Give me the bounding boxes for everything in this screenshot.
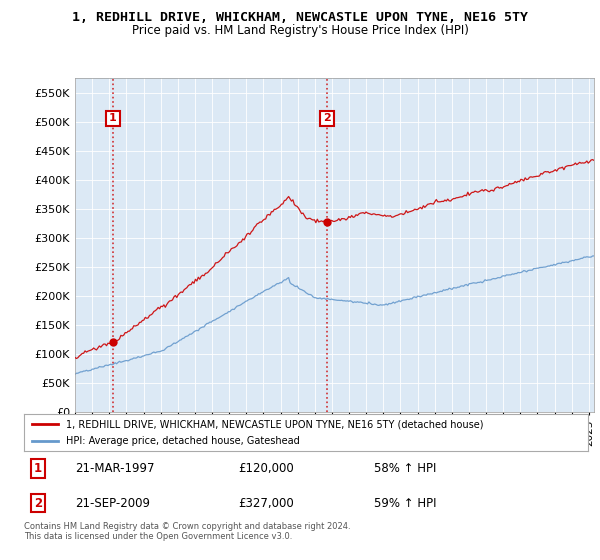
Text: £327,000: £327,000	[238, 497, 294, 510]
Text: 1: 1	[34, 462, 42, 475]
Text: 1, REDHILL DRIVE, WHICKHAM, NEWCASTLE UPON TYNE, NE16 5TY: 1, REDHILL DRIVE, WHICKHAM, NEWCASTLE UP…	[72, 11, 528, 24]
Text: 2: 2	[323, 113, 331, 123]
Text: 59% ↑ HPI: 59% ↑ HPI	[374, 497, 436, 510]
Text: 21-SEP-2009: 21-SEP-2009	[75, 497, 150, 510]
Text: HPI: Average price, detached house, Gateshead: HPI: Average price, detached house, Gate…	[66, 436, 300, 446]
Text: 21-MAR-1997: 21-MAR-1997	[75, 462, 154, 475]
Text: 2: 2	[34, 497, 42, 510]
Text: Price paid vs. HM Land Registry's House Price Index (HPI): Price paid vs. HM Land Registry's House …	[131, 24, 469, 36]
Text: 1: 1	[109, 113, 117, 123]
Text: Contains HM Land Registry data © Crown copyright and database right 2024.
This d: Contains HM Land Registry data © Crown c…	[24, 522, 350, 542]
Text: 58% ↑ HPI: 58% ↑ HPI	[374, 462, 436, 475]
Text: 1, REDHILL DRIVE, WHICKHAM, NEWCASTLE UPON TYNE, NE16 5TY (detached house): 1, REDHILL DRIVE, WHICKHAM, NEWCASTLE UP…	[66, 419, 484, 429]
Text: £120,000: £120,000	[238, 462, 294, 475]
